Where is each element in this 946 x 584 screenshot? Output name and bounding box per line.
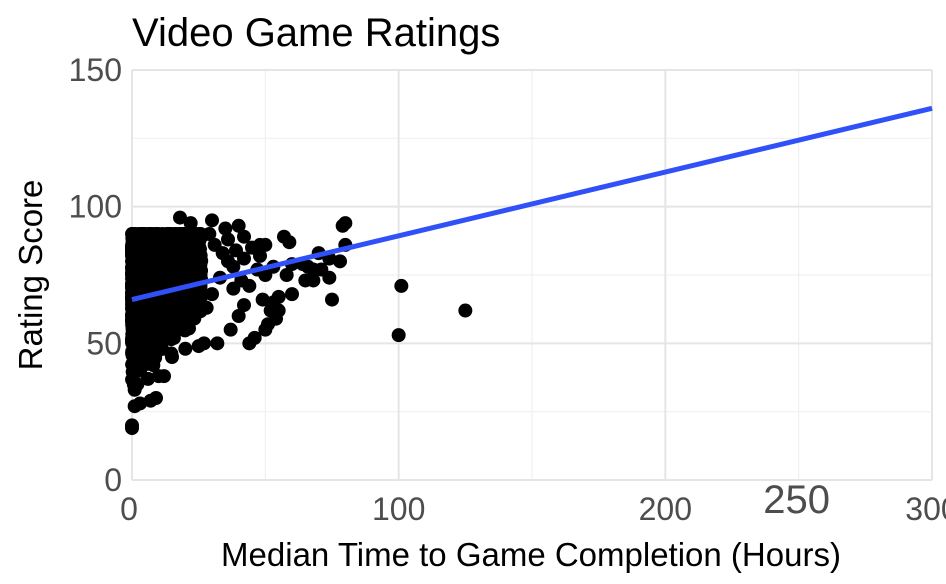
data-point (229, 243, 243, 258)
y-tick-label: 100 (69, 189, 122, 225)
data-point (237, 229, 251, 244)
data-point (187, 301, 202, 316)
data-point (174, 288, 189, 303)
data-point (149, 391, 163, 405)
y-tick-label: 150 (69, 52, 122, 88)
data-point (145, 242, 160, 257)
data-point (205, 287, 219, 302)
x-tick-label: 300 (905, 491, 946, 527)
data-point (127, 227, 142, 241)
data-point (176, 255, 191, 270)
data-point (192, 242, 207, 257)
data-point (199, 300, 214, 315)
data-point (178, 341, 193, 356)
data-point (157, 369, 171, 384)
data-point (202, 227, 217, 241)
x-axis-label: Median Time to Game Completion (Hours) (221, 536, 841, 573)
minor-gridlines (132, 70, 932, 480)
data-point (325, 292, 339, 307)
data-point (237, 298, 251, 313)
x-tick-label: 200 (639, 491, 692, 527)
data-point (165, 321, 180, 336)
data-point (218, 221, 233, 236)
data-point (165, 350, 179, 364)
major-gridlines (131, 69, 933, 481)
x-tick-label-highlighted: 250 (763, 478, 830, 522)
data-point (314, 262, 329, 277)
chart-title: Video Game Ratings (132, 11, 500, 55)
data-point (458, 303, 473, 318)
data-point (234, 273, 249, 288)
data-point (164, 230, 179, 245)
data-point (285, 287, 299, 302)
data-point (247, 330, 262, 345)
data-point (130, 377, 145, 392)
data-point (137, 259, 152, 274)
data-point (173, 210, 187, 225)
data-point (148, 274, 163, 289)
data-point (190, 269, 205, 284)
data-point (391, 328, 406, 343)
data-point (133, 363, 147, 378)
trend-line-layer (131, 105, 933, 303)
data-point (338, 216, 353, 231)
data-point (210, 336, 225, 351)
data-point (253, 237, 267, 252)
data-point (152, 252, 167, 267)
data-point (207, 237, 222, 252)
data-point (146, 358, 161, 373)
data-point (221, 232, 235, 247)
data-point (165, 246, 180, 261)
data-point (131, 276, 146, 291)
data-point (152, 230, 167, 245)
y-axis-label: Rating Score (12, 180, 49, 371)
data-point (125, 418, 139, 433)
data-point (306, 273, 321, 288)
data-point (125, 240, 140, 255)
trend-line (131, 105, 933, 303)
data-point (142, 322, 157, 337)
y-axis-ticks: 0 50 100 150 (69, 52, 122, 498)
x-tick-label: 100 (372, 491, 425, 527)
data-point (172, 311, 187, 326)
data-point (176, 239, 191, 254)
y-tick-label: 0 (104, 462, 122, 498)
data-point (189, 227, 204, 241)
data-point (197, 336, 211, 351)
data-point (157, 304, 172, 319)
data-point (394, 278, 409, 293)
data-point (183, 216, 198, 231)
x-axis-ticks: 0 100 200 250 300 (120, 478, 946, 527)
data-point (255, 292, 270, 307)
data-point (279, 268, 294, 282)
x-tick-label: 0 (120, 491, 138, 527)
data-point (231, 218, 246, 233)
data-point (333, 254, 347, 269)
data-point (193, 283, 208, 298)
data-point (205, 213, 219, 228)
data-point (271, 289, 286, 304)
data-point (160, 291, 175, 306)
data-point (282, 235, 297, 250)
data-point (136, 301, 151, 316)
data-point (231, 309, 246, 323)
data-point (223, 322, 238, 337)
y-tick-label: 50 (86, 325, 122, 361)
data-points (125, 210, 473, 436)
data-point (128, 311, 143, 326)
data-point (133, 396, 147, 411)
data-point (125, 344, 140, 359)
